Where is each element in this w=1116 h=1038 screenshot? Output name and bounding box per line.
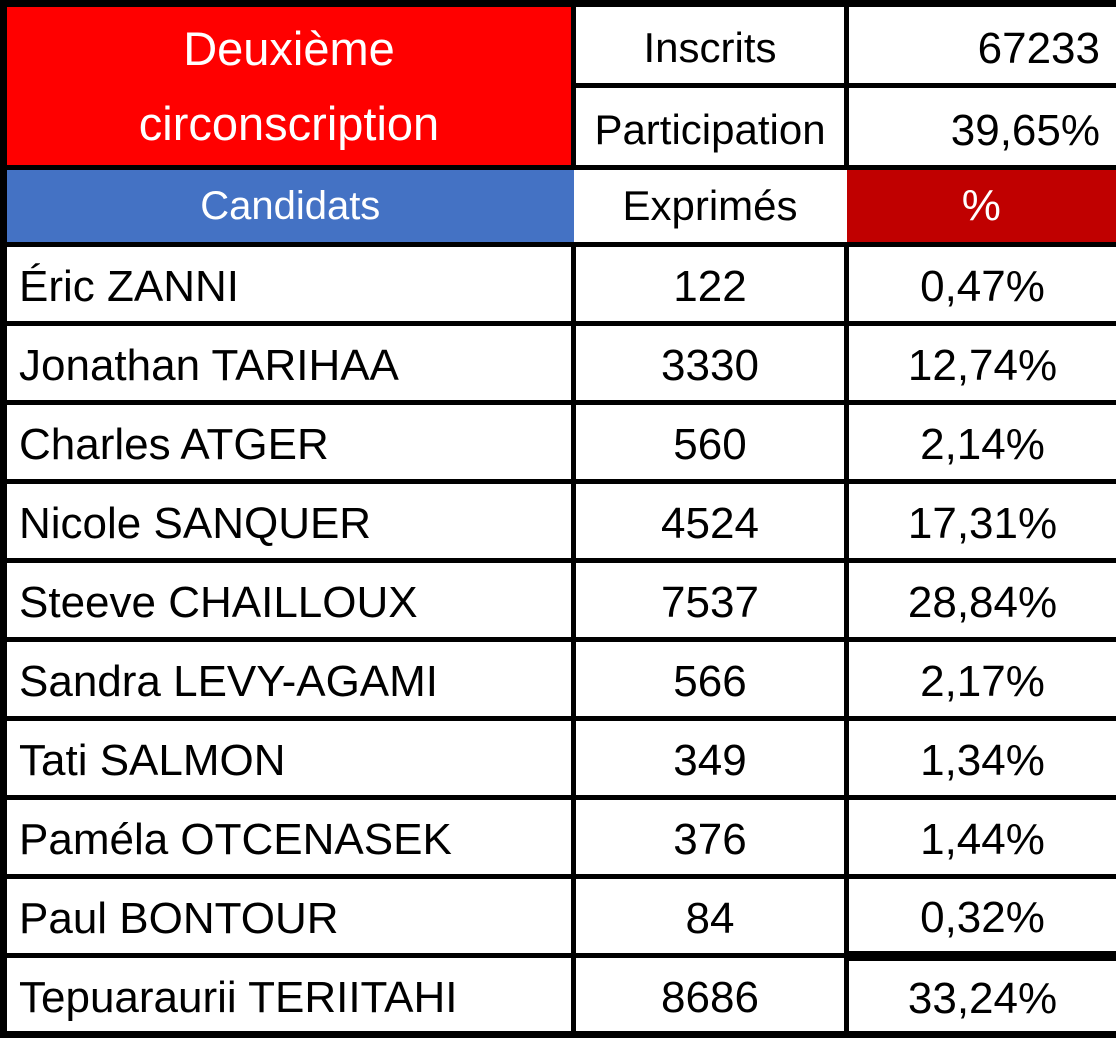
candidate-name-cell: Sandra LEVY-AGAMI	[4, 640, 574, 719]
percent-cell: 33,24%	[847, 956, 1116, 1035]
percent-cell: 0,32%	[847, 877, 1116, 956]
candidate-name-cell: Tepuaraurii TERIITAHI	[4, 956, 574, 1035]
percent-cell: 28,84%	[847, 561, 1116, 640]
percent-column-header: %	[847, 168, 1116, 245]
candidate-name-cell: Jonathan TARIHAA	[4, 324, 574, 403]
participation-label: Participation	[574, 86, 847, 168]
votes-cell: 3330	[574, 324, 847, 403]
votes-cell: 349	[574, 719, 847, 798]
participation-value: 39,65%	[847, 86, 1116, 168]
percent-cell: 2,17%	[847, 640, 1116, 719]
candidate-name-cell: Tati SALMON	[4, 719, 574, 798]
votes-cell: 376	[574, 798, 847, 877]
constituency-title: Deuxième circonscription	[4, 4, 574, 168]
candidate-name-cell: Charles ATGER	[4, 403, 574, 482]
stats-row-inscrits: Deuxième circonscription Inscrits 67233	[4, 4, 1116, 86]
candidate-name-cell: Paméla OTCENASEK	[4, 798, 574, 877]
candidate-name-cell: Nicole SANQUER	[4, 482, 574, 561]
inscrits-value: 67233	[847, 4, 1116, 86]
candidate-name-cell: Steeve CHAILLOUX	[4, 561, 574, 640]
column-header-row: Candidats Exprimés %	[4, 168, 1116, 245]
votes-cell: 84	[574, 877, 847, 956]
percent-cell: 2,14%	[847, 403, 1116, 482]
percent-cell: 1,44%	[847, 798, 1116, 877]
candidate-name-cell: Paul BONTOUR	[4, 877, 574, 956]
votes-cell: 8686	[574, 956, 847, 1035]
votes-cell: 122	[574, 245, 847, 324]
votes-cell: 7537	[574, 561, 847, 640]
percent-cell: 17,31%	[847, 482, 1116, 561]
votes-cell: 560	[574, 403, 847, 482]
percent-cell: 12,74%	[847, 324, 1116, 403]
percent-cell: 0,47%	[847, 245, 1116, 324]
votes-cell: 566	[574, 640, 847, 719]
candidats-column-header: Candidats	[4, 168, 574, 245]
percent-cell: 1,34%	[847, 719, 1116, 798]
exprimes-column-header: Exprimés	[574, 168, 847, 245]
candidate-name-cell: Éric ZANNI	[4, 245, 574, 324]
votes-cell: 4524	[574, 482, 847, 561]
inscrits-label: Inscrits	[574, 4, 847, 86]
